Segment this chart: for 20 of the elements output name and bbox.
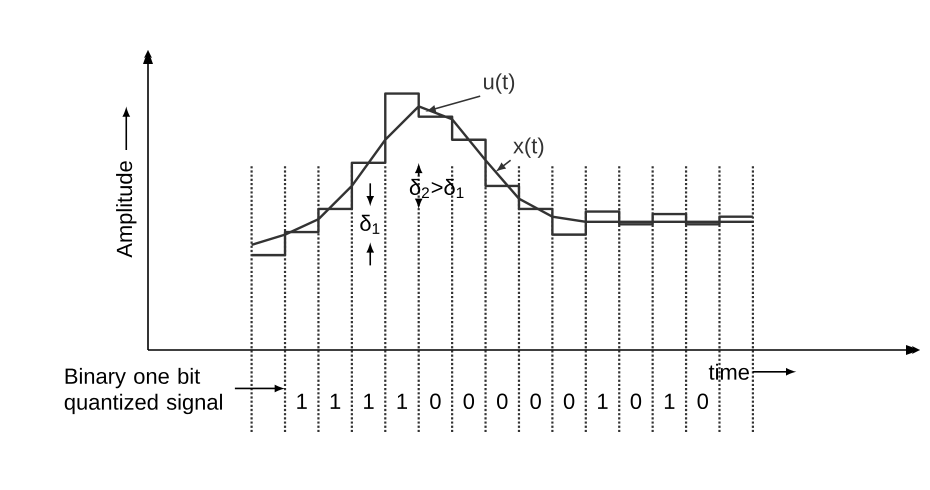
- series-label: x(t): [513, 137, 544, 158]
- text: 1: [398, 394, 408, 409]
- text: 0: [530, 394, 541, 410]
- text: 1: [598, 394, 608, 409]
- text: 0: [497, 394, 508, 410]
- annotation: δ$_{1}$: [360, 214, 380, 234]
- annotation: δ$_{2}$>δ$_{1}$: [410, 178, 464, 198]
- text: 1: [330, 394, 340, 409]
- text: 0: [430, 394, 441, 410]
- y-axis-title: Amplitude: [116, 161, 136, 258]
- text: 1: [664, 394, 674, 409]
- series-label: u(t): [484, 73, 514, 94]
- x-axis-title: time: [708, 364, 749, 380]
- text: 0: [698, 394, 708, 410]
- text: 1: [297, 394, 307, 409]
- text: 0: [464, 394, 474, 410]
- text: 0: [564, 394, 574, 410]
- text: 1: [364, 394, 374, 409]
- text: 0: [630, 394, 642, 410]
- text: Binary one bit quantized signal: [64, 368, 222, 414]
